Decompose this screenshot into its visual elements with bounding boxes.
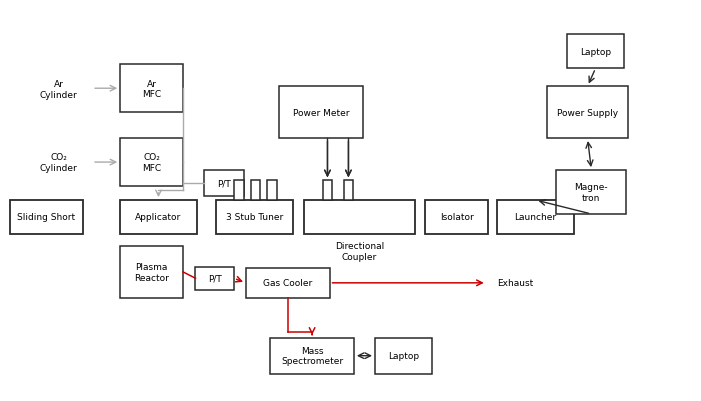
FancyBboxPatch shape xyxy=(322,180,332,200)
Text: Ar
MFC: Ar MFC xyxy=(142,79,161,99)
FancyBboxPatch shape xyxy=(120,200,197,234)
FancyBboxPatch shape xyxy=(246,268,329,298)
Text: Plasma
Reactor: Plasma Reactor xyxy=(134,263,169,282)
FancyBboxPatch shape xyxy=(10,200,83,234)
FancyBboxPatch shape xyxy=(375,338,433,374)
Text: Laptop: Laptop xyxy=(388,351,419,360)
Text: Mass
Spectrometer: Mass Spectrometer xyxy=(281,346,343,365)
FancyBboxPatch shape xyxy=(426,200,488,234)
FancyBboxPatch shape xyxy=(547,87,627,139)
Text: Ar
Cylinder: Ar Cylinder xyxy=(40,80,78,99)
FancyBboxPatch shape xyxy=(267,180,277,200)
FancyBboxPatch shape xyxy=(217,200,293,234)
FancyBboxPatch shape xyxy=(251,180,261,200)
Text: Applicator: Applicator xyxy=(135,213,182,222)
FancyBboxPatch shape xyxy=(234,180,244,200)
Text: Isolator: Isolator xyxy=(440,213,473,222)
Text: P/T: P/T xyxy=(217,179,231,188)
FancyBboxPatch shape xyxy=(304,200,416,234)
FancyBboxPatch shape xyxy=(497,200,574,234)
Text: Gas Cooler: Gas Cooler xyxy=(263,279,312,288)
FancyBboxPatch shape xyxy=(120,246,183,298)
Text: Exhaust: Exhaust xyxy=(497,278,533,288)
Text: Directional
Coupler: Directional Coupler xyxy=(335,242,384,261)
Text: Power Supply: Power Supply xyxy=(557,108,618,117)
FancyBboxPatch shape xyxy=(120,65,183,113)
FancyBboxPatch shape xyxy=(204,171,245,196)
FancyBboxPatch shape xyxy=(343,180,353,200)
FancyBboxPatch shape xyxy=(196,267,234,290)
Text: P/T: P/T xyxy=(207,274,222,283)
Text: Laptop: Laptop xyxy=(580,48,611,57)
Text: Sliding Short: Sliding Short xyxy=(18,213,76,222)
Text: CO₂
Cylinder: CO₂ Cylinder xyxy=(40,153,78,172)
FancyBboxPatch shape xyxy=(557,171,626,215)
Text: Launcher: Launcher xyxy=(515,213,557,222)
FancyBboxPatch shape xyxy=(279,87,363,139)
Text: Magne-
tron: Magne- tron xyxy=(575,183,608,202)
FancyBboxPatch shape xyxy=(120,139,183,186)
Text: CO₂
MFC: CO₂ MFC xyxy=(142,153,161,172)
FancyBboxPatch shape xyxy=(567,35,624,69)
FancyBboxPatch shape xyxy=(270,338,354,374)
Text: 3 Stub Tuner: 3 Stub Tuner xyxy=(226,213,283,222)
Text: Power Meter: Power Meter xyxy=(293,108,349,117)
